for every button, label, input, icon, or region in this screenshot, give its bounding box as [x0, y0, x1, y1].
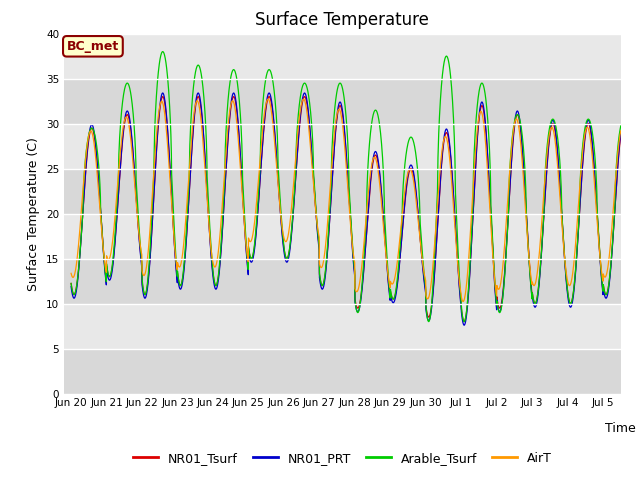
NR01_Tsurf: [460, 319, 468, 324]
NR01_Tsurf: [67, 281, 75, 287]
NR01_PRT: [159, 90, 166, 96]
NR01_PRT: [349, 258, 357, 264]
NR01_Tsurf: [349, 255, 357, 261]
Arable_Tsurf: [159, 49, 166, 55]
Bar: [64, 303, 621, 348]
Arable_Tsurf: [533, 297, 541, 302]
Arable_Tsurf: [67, 281, 75, 287]
Line: NR01_PRT: NR01_PRT: [71, 93, 621, 325]
Bar: [64, 168, 621, 214]
NR01_PRT: [460, 322, 468, 328]
Arable_Tsurf: [617, 123, 625, 129]
Y-axis label: Surface Temperature (C): Surface Temperature (C): [28, 137, 40, 290]
Legend: NR01_Tsurf, NR01_PRT, Arable_Tsurf, AirT: NR01_Tsurf, NR01_PRT, Arable_Tsurf, AirT: [127, 447, 557, 469]
Title: Surface Temperature: Surface Temperature: [255, 11, 429, 29]
NR01_Tsurf: [428, 296, 436, 302]
AirT: [598, 273, 606, 278]
NR01_Tsurf: [100, 247, 108, 253]
NR01_Tsurf: [533, 297, 541, 302]
NR01_Tsurf: [159, 94, 166, 99]
X-axis label: Time: Time: [605, 422, 636, 435]
NR01_PRT: [533, 300, 541, 306]
Arable_Tsurf: [460, 319, 468, 324]
Bar: [64, 348, 621, 394]
NR01_PRT: [617, 129, 625, 135]
AirT: [617, 128, 625, 134]
AirT: [349, 250, 357, 256]
NR01_Tsurf: [617, 132, 625, 138]
Bar: [64, 123, 621, 168]
NR01_PRT: [412, 184, 419, 190]
Text: BC_met: BC_met: [67, 40, 119, 53]
Arable_Tsurf: [100, 247, 108, 253]
AirT: [412, 193, 419, 199]
AirT: [100, 247, 108, 252]
Line: Arable_Tsurf: Arable_Tsurf: [71, 52, 621, 322]
Arable_Tsurf: [598, 279, 606, 285]
Line: NR01_Tsurf: NR01_Tsurf: [71, 96, 621, 322]
AirT: [428, 270, 436, 276]
NR01_PRT: [598, 282, 606, 288]
Bar: [64, 34, 621, 79]
NR01_Tsurf: [412, 186, 419, 192]
AirT: [67, 270, 75, 276]
Arable_Tsurf: [412, 149, 419, 155]
Line: AirT: AirT: [71, 99, 621, 301]
Bar: [64, 214, 621, 259]
AirT: [533, 274, 541, 279]
NR01_PRT: [100, 249, 108, 255]
NR01_PRT: [67, 284, 75, 289]
Bar: [64, 259, 621, 303]
AirT: [460, 299, 467, 304]
NR01_PRT: [428, 299, 436, 304]
Bar: [64, 79, 621, 123]
Arable_Tsurf: [349, 252, 357, 257]
Arable_Tsurf: [428, 292, 436, 298]
NR01_Tsurf: [598, 279, 606, 285]
AirT: [300, 96, 307, 102]
